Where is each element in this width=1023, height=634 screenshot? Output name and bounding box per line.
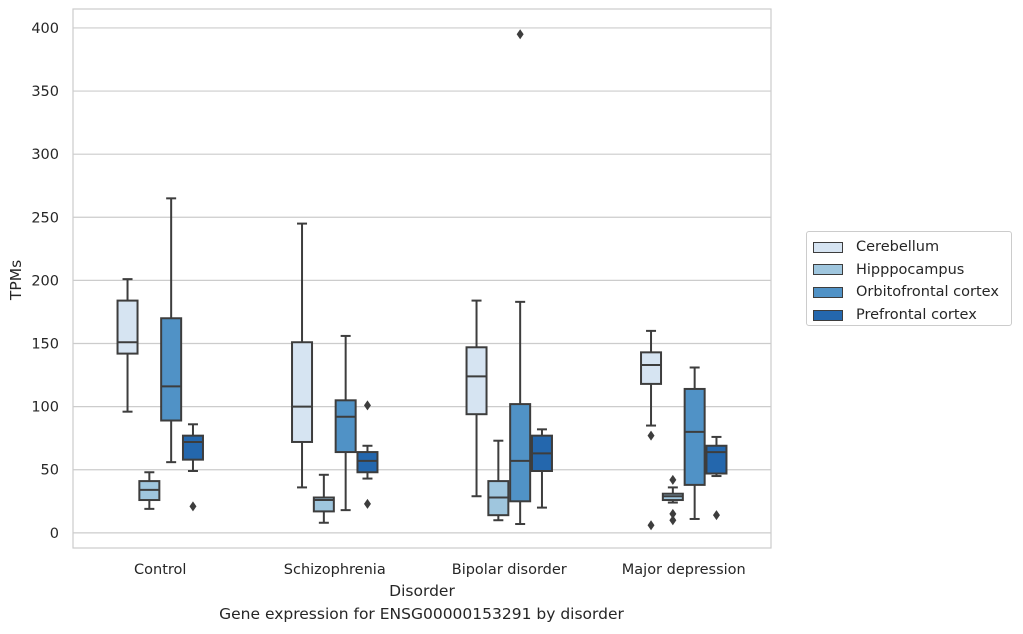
box-1-1 [312, 473, 335, 524]
outlier-point [712, 510, 720, 521]
outlier-point [669, 474, 677, 485]
outlier-point [363, 400, 371, 411]
y-tick-labels: 0 50 100 150 200 250 300 350 400 [31, 21, 59, 542]
box-iqr [705, 444, 728, 475]
plot-area-frame [72, 8, 772, 549]
boxes [116, 29, 728, 531]
y-tick-label: 50 [41, 463, 59, 479]
x-tick-labels: Control Schizophrenia Bipolar disorder Majo… [134, 562, 746, 578]
y-axis-label: TPMs [7, 260, 25, 301]
box-iqr [356, 451, 379, 474]
box-iqr [465, 346, 488, 416]
y-tick-label: 350 [31, 84, 59, 100]
legend-item: Orbitofrontal cortex [813, 281, 1011, 304]
box-3-3 [705, 435, 728, 521]
y-tick-label: 250 [31, 210, 59, 226]
box-iqr [683, 387, 706, 486]
legend-swatch [813, 241, 843, 253]
y-tick-label: 200 [31, 273, 59, 289]
box-2-2 [509, 29, 532, 526]
legend: Cerebellum Hipppocampus Orbitofrontal cort… [806, 231, 1012, 326]
box-0-0 [116, 278, 139, 413]
legend-label: Prefrontal cortex [856, 307, 977, 324]
outlier-point [363, 498, 371, 509]
box-iqr [291, 341, 314, 443]
box-iqr [181, 434, 204, 461]
outlier-point [669, 515, 677, 526]
outlier-point [647, 430, 655, 441]
box-1-2 [334, 334, 357, 512]
box-2-0 [465, 299, 488, 498]
outlier-point [189, 501, 197, 512]
box-2-3 [530, 428, 553, 509]
x-tick-label: Schizophrenia [284, 562, 386, 578]
box-iqr [160, 317, 183, 422]
y-tick-label: 300 [31, 147, 59, 163]
legend-item: Cerebellum [813, 236, 1011, 259]
legend-swatch [813, 309, 843, 321]
x-tick-label: Major depression [622, 562, 746, 578]
box-1-3 [356, 400, 379, 509]
box-2-1 [487, 439, 510, 522]
outlier-point [647, 520, 655, 531]
legend-label: Orbitofrontal cortex [856, 284, 999, 301]
legend-label: Hipppocampus [856, 261, 965, 278]
chart-caption: Gene expression for ENSG00000153291 by d… [219, 605, 624, 623]
legend-swatch [813, 286, 843, 298]
y-tick-label: 150 [31, 337, 59, 353]
box-3-0 [640, 329, 663, 531]
outlier-point [516, 29, 524, 40]
box-0-3 [181, 423, 204, 512]
x-tick-label: Control [134, 562, 186, 578]
y-tick-label: 100 [31, 400, 59, 416]
y-tick-label: 400 [31, 21, 59, 37]
box-0-1 [138, 471, 161, 510]
outlier-point [669, 508, 677, 519]
grid-lines [73, 27, 771, 534]
box-iqr [334, 399, 357, 454]
x-tick-label: Bipolar disorder [452, 562, 567, 578]
legend-label: Cerebellum [856, 239, 940, 256]
x-axis-label: Disorder [389, 582, 455, 600]
box-3-1 [661, 474, 684, 526]
legend-item: Prefrontal cortex [813, 304, 1011, 327]
box-iqr [640, 351, 663, 385]
legend-item: Hipppocampus [813, 259, 1011, 282]
box-1-0 [291, 222, 314, 489]
y-tick-label: 0 [50, 526, 59, 542]
box-iqr [509, 403, 532, 503]
box-iqr [116, 299, 139, 355]
box-3-2 [683, 366, 706, 520]
legend-swatch [813, 264, 843, 276]
box-0-2 [160, 197, 183, 464]
